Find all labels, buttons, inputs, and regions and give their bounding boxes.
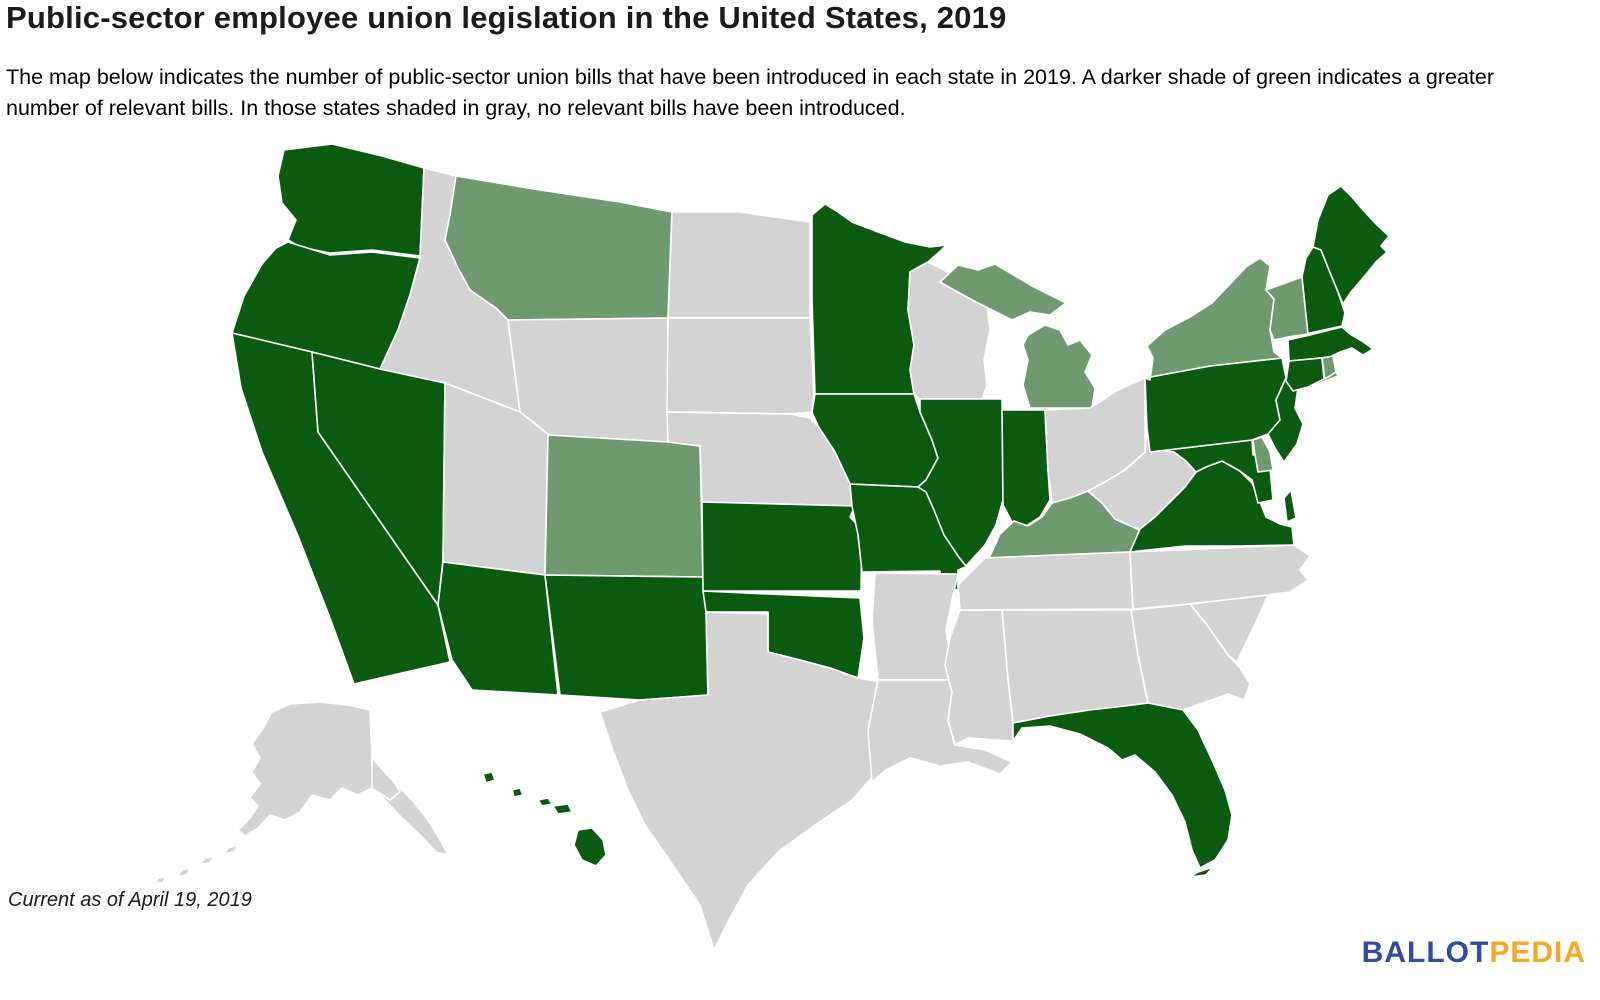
logo-ballot: BALLOT — [1361, 936, 1490, 969]
state-mt[interactable] — [444, 175, 673, 321]
state-az[interactable] — [437, 561, 559, 696]
state-nc[interactable] — [1129, 544, 1311, 610]
map-date-note: Current as of April 19, 2019 — [8, 889, 252, 911]
state-fl[interactable] — [1012, 702, 1233, 878]
state-ms[interactable] — [944, 609, 1014, 746]
state-ct[interactable] — [1285, 357, 1325, 392]
state-ri[interactable] — [1321, 355, 1337, 380]
states-layer — [154, 143, 1390, 951]
state-me[interactable] — [1312, 185, 1390, 305]
state-sd[interactable] — [666, 317, 815, 415]
state-nd[interactable] — [667, 211, 811, 319]
state-co[interactable] — [544, 434, 704, 578]
state-tn[interactable] — [957, 551, 1134, 611]
state-hi[interactable] — [482, 771, 607, 867]
state-tx[interactable] — [599, 611, 889, 951]
state-ak[interactable] — [154, 701, 449, 884]
logo-pedia: PEDIA — [1489, 936, 1586, 969]
state-mi[interactable] — [939, 263, 1096, 409]
page-title: Public-sector employee union legislation… — [6, 0, 1007, 35]
ballotpedia-logo: BALLOTPEDIA — [1362, 936, 1586, 970]
state-nm[interactable] — [544, 574, 709, 701]
map-description: The map below indicates the number of pu… — [6, 65, 1495, 120]
state-in[interactable] — [1001, 409, 1051, 527]
state-ks[interactable] — [701, 501, 863, 592]
state-vt[interactable] — [1265, 276, 1309, 341]
state-nj[interactable] — [1267, 377, 1304, 463]
state-wa[interactable] — [277, 143, 425, 257]
